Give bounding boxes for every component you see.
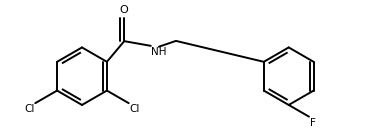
Text: Cl: Cl: [24, 104, 34, 114]
Text: F: F: [310, 118, 316, 128]
Text: Cl: Cl: [130, 104, 140, 114]
Text: NH: NH: [151, 47, 167, 57]
Text: O: O: [120, 5, 128, 15]
